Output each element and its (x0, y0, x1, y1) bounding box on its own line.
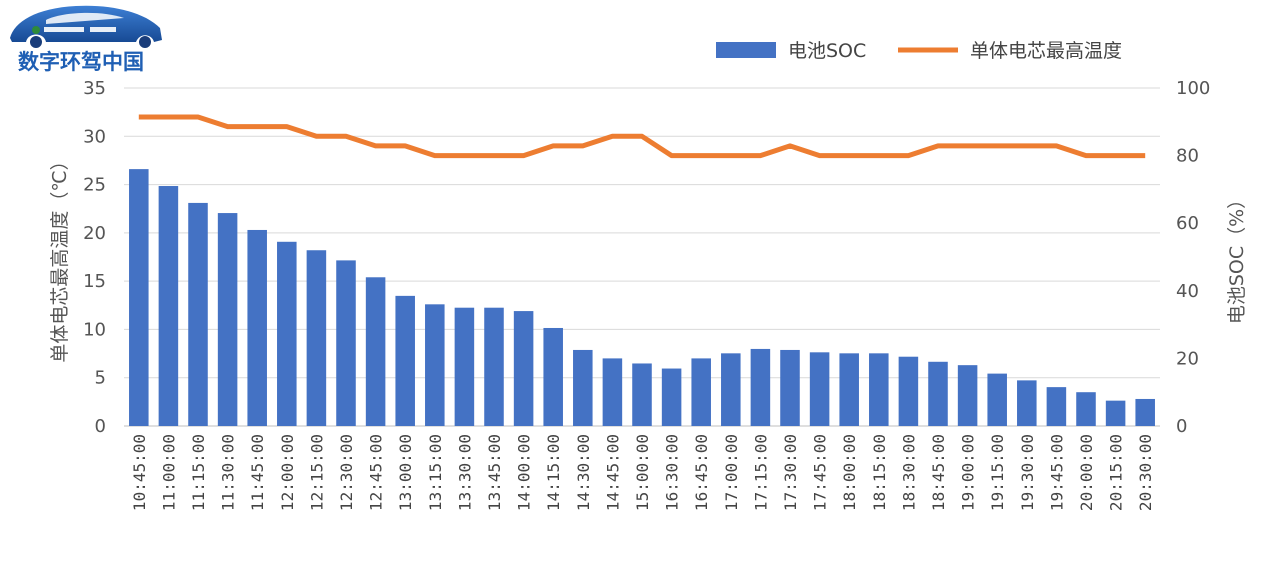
soc-bar (928, 361, 948, 426)
x-tick-label: 17:45:00 (811, 434, 830, 511)
soc-bar (425, 304, 445, 426)
x-tick-label: 12:00:00 (278, 434, 297, 511)
left-tick-label: 10 (83, 319, 106, 340)
x-tick-label: 11:30:00 (219, 434, 238, 511)
x-tick-label: 17:00:00 (722, 434, 741, 511)
x-tick-label: 19:00:00 (959, 434, 978, 511)
right-axis-title: 电池SOC（%） (1226, 190, 1248, 324)
x-tick-label: 12:45:00 (367, 434, 386, 511)
x-tick-label: 11:45:00 (248, 434, 267, 511)
soc-bar (1105, 400, 1126, 426)
soc-bar (277, 241, 297, 426)
soc-bar (602, 358, 623, 426)
car-logo-icon (10, 5, 162, 48)
x-tick-label: 16:45:00 (692, 434, 711, 511)
soc-bar (898, 356, 919, 426)
soc-bar (365, 277, 386, 426)
soc-bar (1076, 392, 1096, 426)
soc-bar (484, 307, 504, 426)
x-tick-label: 18:00:00 (840, 434, 859, 511)
x-tick-label: 13:30:00 (455, 434, 474, 511)
x-tick-label: 12:30:00 (337, 434, 356, 511)
legend: 电池SOC 单体电芯最高温度 (716, 40, 1122, 62)
logo: 数字环驾中国 (6, 0, 166, 78)
left-tick-label: 25 (83, 175, 106, 196)
x-tick-label: 19:45:00 (1047, 434, 1066, 511)
soc-bar (632, 363, 652, 426)
soc-bar (395, 295, 415, 426)
x-tick-label: 16:30:00 (663, 434, 682, 511)
soc-bar (336, 260, 356, 426)
right-tick-label: 40 (1176, 281, 1199, 302)
soc-bar (957, 365, 978, 426)
x-tick-label: 18:15:00 (870, 434, 889, 511)
left-tick-label: 15 (83, 271, 106, 292)
soc-bar (780, 349, 800, 426)
x-tick-label: 17:30:00 (781, 434, 800, 511)
right-tick-label: 0 (1176, 416, 1187, 437)
x-tick-label: 11:00:00 (159, 434, 178, 511)
right-tick-label: 20 (1176, 348, 1199, 369)
soc-bar (543, 327, 563, 426)
soc-bar (721, 353, 741, 426)
right-tick-label: 100 (1176, 78, 1210, 99)
soc-bar (691, 358, 711, 426)
left-axis-title: 单体电芯最高温度（℃） (49, 151, 71, 362)
soc-bar (987, 373, 1007, 426)
x-tick-label: 19:15:00 (988, 434, 1007, 511)
soc-bar (188, 202, 208, 426)
soc-bar (129, 169, 149, 426)
soc-bar (839, 353, 859, 426)
soc-bar (1135, 398, 1155, 426)
left-tick-label: 35 (83, 78, 106, 99)
x-axis-ticks: 10:45:00 11:00:00 11:15:00 11:30:00 11:45:00… (130, 434, 1155, 511)
left-tick-label: 30 (83, 126, 106, 147)
x-tick-label: 17:15:00 (751, 434, 770, 511)
soc-bar (454, 307, 475, 426)
soc-bar (809, 352, 830, 426)
logo-text: 数字环驾中国 (18, 50, 144, 74)
x-tick-label: 15:00:00 (633, 434, 652, 511)
right-tick-label: 80 (1176, 146, 1199, 167)
x-tick-label: 14:15:00 (544, 434, 563, 511)
x-tick-label: 20:30:00 (1136, 434, 1155, 511)
left-tick-label: 5 (95, 368, 106, 389)
x-tick-label: 14:00:00 (515, 434, 534, 511)
soc-bars (129, 169, 1155, 426)
temperature-line (138, 114, 1146, 159)
legend-soc-label: 电池SOC (788, 40, 866, 62)
x-tick-label: 14:45:00 (603, 434, 622, 511)
soc-bar (513, 311, 534, 426)
x-tick-label: 20:00:00 (1077, 434, 1096, 511)
soc-bar (1046, 387, 1067, 426)
soc-bar (661, 368, 682, 426)
x-tick-label: 18:30:00 (899, 434, 918, 511)
x-tick-label: 12:15:00 (307, 434, 326, 511)
soc-bar (1017, 380, 1037, 426)
left-tick-label: 20 (83, 223, 106, 244)
soc-bar (869, 353, 889, 426)
soc-bar (573, 349, 593, 426)
legend-soc-swatch (716, 42, 776, 58)
soc-bar (158, 186, 179, 426)
soc-bar (306, 250, 327, 426)
x-tick-label: 14:30:00 (574, 434, 593, 511)
right-axis-ticks: 0 20 40 60 80 100 (1176, 78, 1210, 437)
x-tick-label: 20:15:00 (1107, 434, 1126, 511)
right-tick-label: 60 (1176, 213, 1199, 234)
x-tick-label: 13:00:00 (396, 434, 415, 511)
x-tick-label: 19:30:00 (1018, 434, 1037, 511)
soc-bar (217, 213, 238, 426)
x-tick-label: 10:45:00 (130, 434, 149, 511)
left-axis-ticks: 0 5 10 15 20 25 30 35 (83, 78, 106, 437)
x-tick-label: 13:45:00 (485, 434, 504, 511)
x-tick-label: 18:45:00 (929, 434, 948, 511)
x-tick-label: 11:15:00 (189, 434, 208, 511)
legend-temp-label: 单体电芯最高温度 (970, 40, 1122, 62)
left-tick-label: 0 (95, 416, 106, 437)
soc-bar (750, 348, 771, 426)
x-tick-label: 13:15:00 (426, 434, 445, 511)
soc-bar (247, 229, 267, 426)
